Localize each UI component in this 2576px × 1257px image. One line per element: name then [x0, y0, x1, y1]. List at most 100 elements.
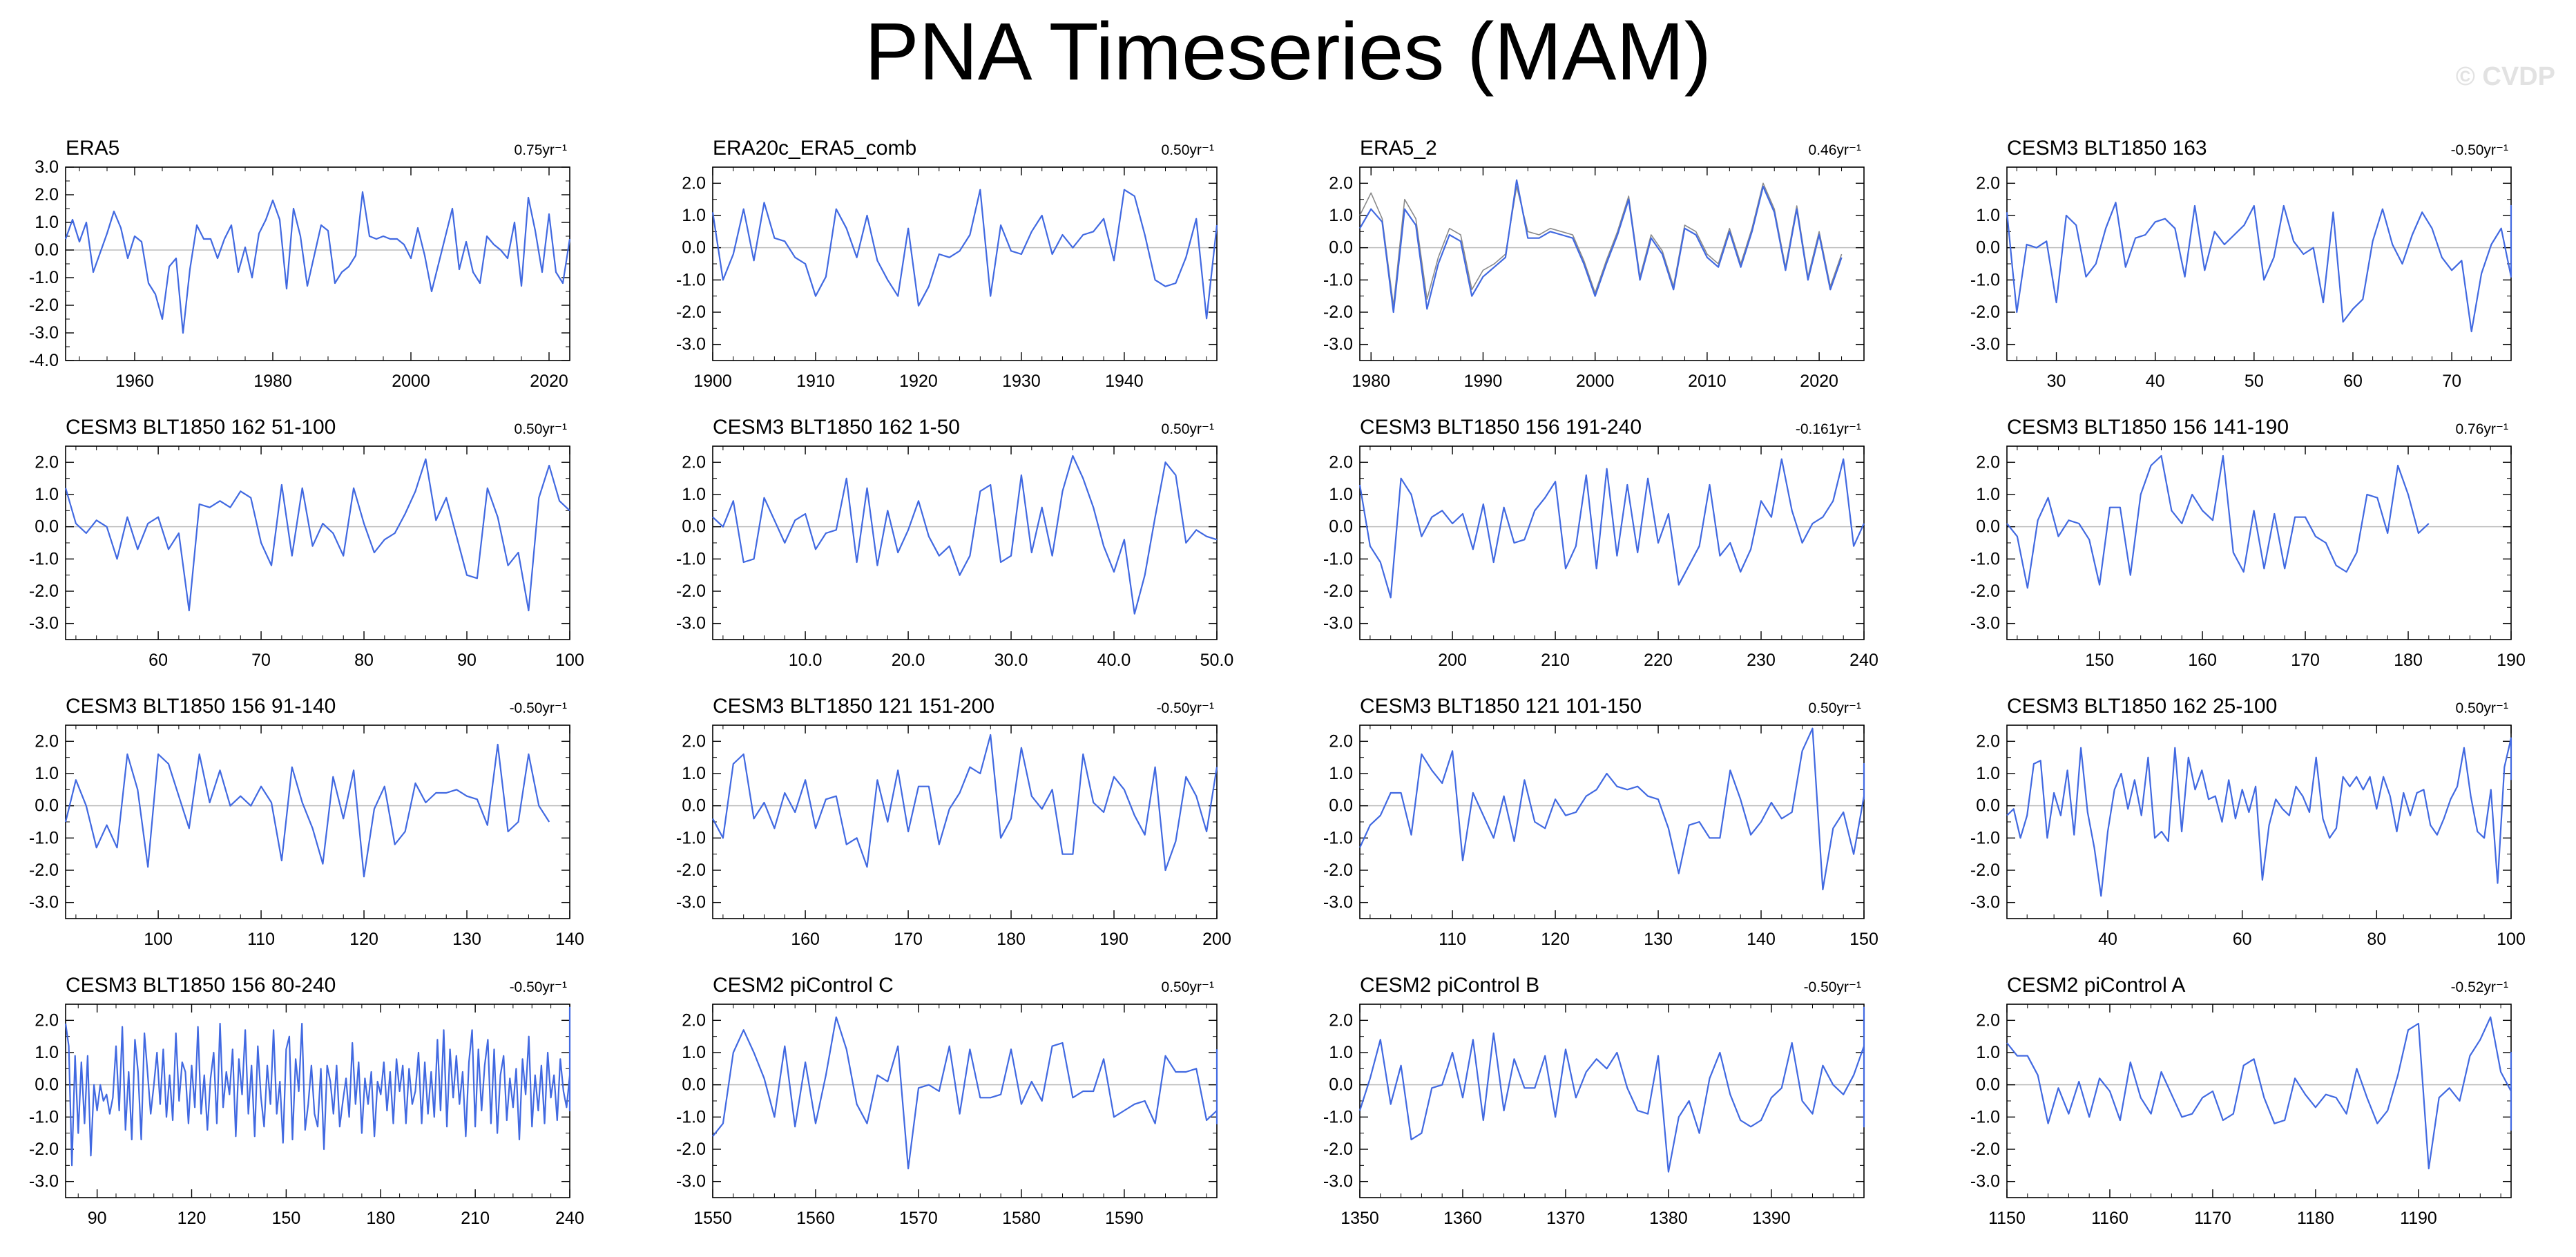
- plot-frame: [1359, 166, 1865, 361]
- x-tick-label: 120: [349, 930, 378, 949]
- y-tick-label: -2.0: [1323, 582, 1353, 601]
- y-tick-label: 2.0: [682, 1010, 706, 1030]
- y-tick-label: 2.0: [1329, 1010, 1353, 1030]
- y-tick-label: 2.0: [1976, 452, 2000, 472]
- x-tick-label: 70: [2442, 372, 2461, 391]
- x-tick-label: 140: [1747, 930, 1776, 949]
- x-tick-label: 1990: [1464, 372, 1503, 391]
- panel-title: ERA5: [66, 137, 119, 160]
- plot-frame: [65, 166, 570, 361]
- x-tick-label: 60: [2343, 372, 2363, 391]
- y-tick-label: 2.0: [682, 731, 706, 751]
- y-tick-label: 2.0: [1329, 731, 1353, 751]
- y-tick-label: 1.0: [682, 206, 706, 225]
- y-tick-label: -3.0: [676, 893, 706, 912]
- x-tick-label: 30.0: [994, 651, 1028, 670]
- x-tick-label: 190: [1099, 930, 1128, 949]
- panel-title: CESM3 BLT1850 121 151-200: [713, 695, 994, 718]
- series-line: [1359, 179, 1843, 314]
- x-tick-label: 1180: [2297, 1209, 2334, 1228]
- trend-label: 0.46yr⁻¹: [1809, 142, 1861, 158]
- series-line-overlay: [1359, 182, 1843, 307]
- y-tick-label: -3.0: [29, 614, 59, 633]
- trend-label: -0.52yr⁻¹: [2451, 979, 2508, 995]
- panel-title: ERA20c_ERA5_comb: [713, 137, 916, 160]
- panel-title: CESM2 piControl B: [1360, 974, 1539, 997]
- y-tick-label: 1.0: [1329, 1043, 1353, 1062]
- x-tick-label: 2000: [1576, 372, 1615, 391]
- x-tick-label: 180: [2394, 651, 2423, 670]
- x-tick-label: 160: [2188, 651, 2217, 670]
- x-tick-label: 180: [366, 1209, 395, 1228]
- y-tick-label: 0.0: [35, 517, 59, 537]
- x-tick-label: 1360: [1443, 1209, 1482, 1228]
- y-tick-label: -2.0: [676, 582, 706, 601]
- y-tick-label: 0.0: [35, 796, 59, 816]
- trend-label: 0.50yr⁻¹: [1162, 421, 1214, 437]
- y-tick-label: 0.0: [682, 796, 706, 816]
- x-tick-label: 100: [144, 930, 173, 949]
- x-tick-label: 170: [894, 930, 923, 949]
- trend-label: -0.50yr⁻¹: [510, 979, 567, 995]
- y-tick-label: 0.0: [1329, 238, 1353, 258]
- y-tick-label: -3.0: [676, 1172, 706, 1191]
- y-tick-label: -1.0: [29, 1107, 59, 1126]
- y-tick-label: -2.0: [29, 582, 59, 601]
- plot-frame: [712, 445, 1218, 640]
- plot-frame: [712, 1004, 1218, 1198]
- x-tick-label: 1170: [2194, 1209, 2231, 1228]
- plot-frame: [712, 725, 1218, 919]
- trend-label: 0.76yr⁻¹: [2456, 421, 2508, 437]
- panel-title: CESM3 BLT1850 156 191-240: [1360, 416, 1642, 439]
- series-line: [1358, 458, 1865, 599]
- y-tick-label: -2.0: [1970, 582, 2000, 601]
- x-tick-label: 1920: [899, 372, 938, 391]
- panel-title: CESM3 BLT1850 156 80-240: [66, 974, 336, 997]
- x-tick-label: 80: [354, 651, 374, 670]
- x-tick-label: 240: [1849, 651, 1878, 670]
- x-tick-label: 70: [251, 651, 271, 670]
- panel: CESM3 BLT1850 156 80-240 -0.50yr⁻¹ 2.0 1.0 0…: [29, 974, 584, 1228]
- x-tick-label: 130: [452, 930, 481, 949]
- x-tick-label: 1150: [1988, 1209, 2026, 1228]
- x-tick-label: 1590: [1105, 1209, 1144, 1228]
- x-tick-label: 2000: [392, 372, 430, 391]
- x-tick-label: 1980: [1352, 372, 1390, 391]
- y-tick-label: 2.0: [682, 452, 706, 472]
- plot-frame: [2006, 166, 2512, 361]
- y-tick-label: -3.0: [676, 335, 706, 354]
- x-tick-label: 1160: [2091, 1209, 2128, 1228]
- y-tick-label: 2.0: [35, 1010, 59, 1030]
- x-tick-label: 1190: [2400, 1209, 2437, 1228]
- plot-frame: [1359, 1004, 1865, 1198]
- x-tick-label: 1370: [1546, 1209, 1585, 1228]
- trend-label: 0.50yr⁻¹: [515, 421, 567, 437]
- series-line: [2006, 454, 2430, 589]
- page-title: PNA Timeseries (MAM): [864, 6, 1712, 97]
- x-tick-label: 80: [2367, 930, 2386, 949]
- y-tick-label: -1.0: [1323, 270, 1353, 289]
- x-tick-label: 110: [247, 930, 275, 949]
- series-line: [1358, 1006, 1865, 1173]
- trend-label: 0.50yr⁻¹: [1162, 142, 1214, 158]
- x-tick-label: 20.0: [892, 651, 925, 670]
- x-tick-label: 1350: [1340, 1209, 1379, 1228]
- y-tick-label: 2.0: [1976, 173, 2000, 193]
- y-tick-label: 1.0: [35, 764, 59, 783]
- y-tick-label: -2.0: [1323, 861, 1353, 880]
- y-tick-label: -3.0: [1323, 614, 1353, 633]
- series-line: [64, 743, 550, 878]
- y-tick-label: 2.0: [682, 173, 706, 193]
- y-tick-label: 1.0: [682, 764, 706, 783]
- y-tick-label: -1.0: [29, 268, 59, 287]
- y-tick-label: 1.0: [1976, 485, 2000, 504]
- x-tick-label: 1570: [899, 1209, 938, 1228]
- x-tick-label: 60: [148, 651, 168, 670]
- series-line: [2006, 1016, 2512, 1170]
- x-tick-label: 110: [1439, 930, 1466, 949]
- y-tick-label: -3.0: [1970, 335, 2000, 354]
- trend-label: -0.50yr⁻¹: [1804, 979, 1861, 995]
- y-tick-label: 0.0: [682, 1075, 706, 1095]
- x-tick-label: 220: [1644, 651, 1673, 670]
